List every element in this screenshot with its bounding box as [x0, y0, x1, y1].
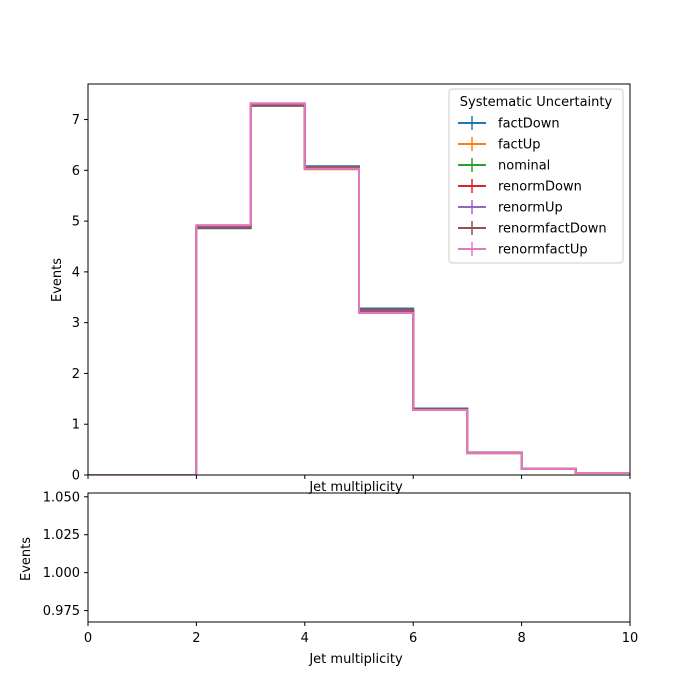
ratio-y-tick-label: 1.000 [43, 566, 80, 581]
legend-box [448, 88, 624, 264]
legend-label-factDown: factDown [498, 117, 560, 132]
ratio-y-ticks: 0.975 1.000 1.025 1.050 [43, 490, 88, 619]
ratio-x-tick-label: 0 [84, 631, 92, 646]
main-y-tick-label: 5 [72, 215, 80, 230]
main-panel: 0 1 2 3 4 5 6 7 Jet multiplicity Events Systema… [50, 83, 631, 495]
ratio-y-axis-label: Events [19, 537, 34, 581]
main-y-tick-label: 3 [72, 316, 80, 331]
ratio-x-tick-label: 10 [622, 631, 639, 646]
legend-label-factUp: factUp [498, 138, 541, 153]
ratio-panel: 0 2 4 6 8 10 0.975 1.000 1.025 1.050 Jet multipl… [19, 490, 638, 667]
ratio-x-tick-label: 8 [517, 631, 525, 646]
legend-label-renormfactUp: renormfactUp [498, 243, 588, 258]
ratio-x-ticks: 0 2 4 6 8 10 [84, 622, 638, 646]
main-x-axis-label: Jet multiplicity [308, 480, 403, 495]
legend-label-nominal: nominal [498, 159, 550, 174]
main-y-axis-label: Events [50, 258, 65, 302]
ratio-x-tick-label: 4 [301, 631, 309, 646]
ratio-y-tick-label: 0.975 [43, 604, 80, 619]
ratio-x-tick-label: 2 [192, 631, 200, 646]
ratio-y-tick-label: 1.050 [43, 490, 80, 505]
legend-label-renormUp: renormUp [498, 201, 563, 216]
legend-label-renormfactDown: renormfactDown [498, 222, 607, 237]
legend: Systematic Uncertainty factDown factUp nom… [448, 88, 624, 264]
legend-entries: factDown factUp nominal renormDown renormUp r… [458, 116, 607, 258]
main-y-tick-label: 1 [72, 418, 80, 433]
main-x-ticks [87, 475, 631, 479]
main-plot-frame [87, 83, 631, 476]
main-y-tick-label: 4 [72, 265, 80, 280]
legend-title: Systematic Uncertainty [460, 95, 613, 110]
main-y-tick-label: 0 [72, 469, 80, 484]
ratio-x-tick-label: 6 [409, 631, 417, 646]
main-y-tick-label: 2 [72, 367, 80, 382]
main-series-group [88, 102, 630, 475]
ratio-plot-frame [87, 492, 631, 623]
main-y-tick-label: 6 [72, 164, 80, 179]
legend-label-renormDown: renormDown [498, 180, 582, 195]
main-y-ticks: 0 1 2 3 4 5 6 7 [72, 113, 88, 484]
series-line-renormfactUp [88, 102, 630, 475]
ratio-x-axis-label: Jet multiplicity [308, 652, 403, 667]
main-y-tick-label: 7 [72, 113, 80, 128]
ratio-y-tick-label: 1.025 [43, 528, 80, 543]
